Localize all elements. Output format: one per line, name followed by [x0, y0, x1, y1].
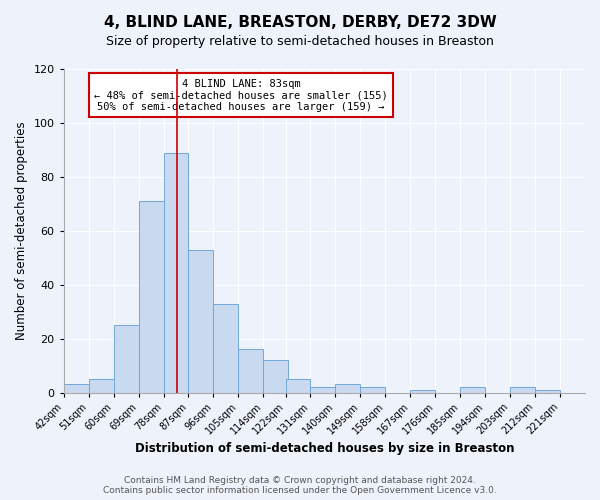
Bar [460, 387, 485, 392]
Bar [214, 304, 238, 392]
Text: 4, BLIND LANE, BREASTON, DERBY, DE72 3DW: 4, BLIND LANE, BREASTON, DERBY, DE72 3DW [104, 15, 496, 30]
Bar [263, 360, 289, 392]
Bar [188, 250, 214, 392]
Bar [139, 201, 164, 392]
Bar [410, 390, 435, 392]
X-axis label: Distribution of semi-detached houses by size in Breaston: Distribution of semi-detached houses by … [134, 442, 514, 455]
Text: Size of property relative to semi-detached houses in Breaston: Size of property relative to semi-detach… [106, 35, 494, 48]
Bar [238, 350, 263, 393]
Bar [89, 379, 113, 392]
Bar [310, 387, 335, 392]
Bar [510, 387, 535, 392]
Y-axis label: Number of semi-detached properties: Number of semi-detached properties [15, 122, 28, 340]
Bar [113, 325, 139, 392]
Bar [361, 387, 385, 392]
Bar [286, 379, 310, 392]
Text: Contains HM Land Registry data © Crown copyright and database right 2024.
Contai: Contains HM Land Registry data © Crown c… [103, 476, 497, 495]
Bar [64, 384, 89, 392]
Bar [535, 390, 560, 392]
Text: 4 BLIND LANE: 83sqm
← 48% of semi-detached houses are smaller (155)
50% of semi-: 4 BLIND LANE: 83sqm ← 48% of semi-detach… [94, 78, 388, 112]
Bar [335, 384, 361, 392]
Bar [164, 152, 188, 392]
